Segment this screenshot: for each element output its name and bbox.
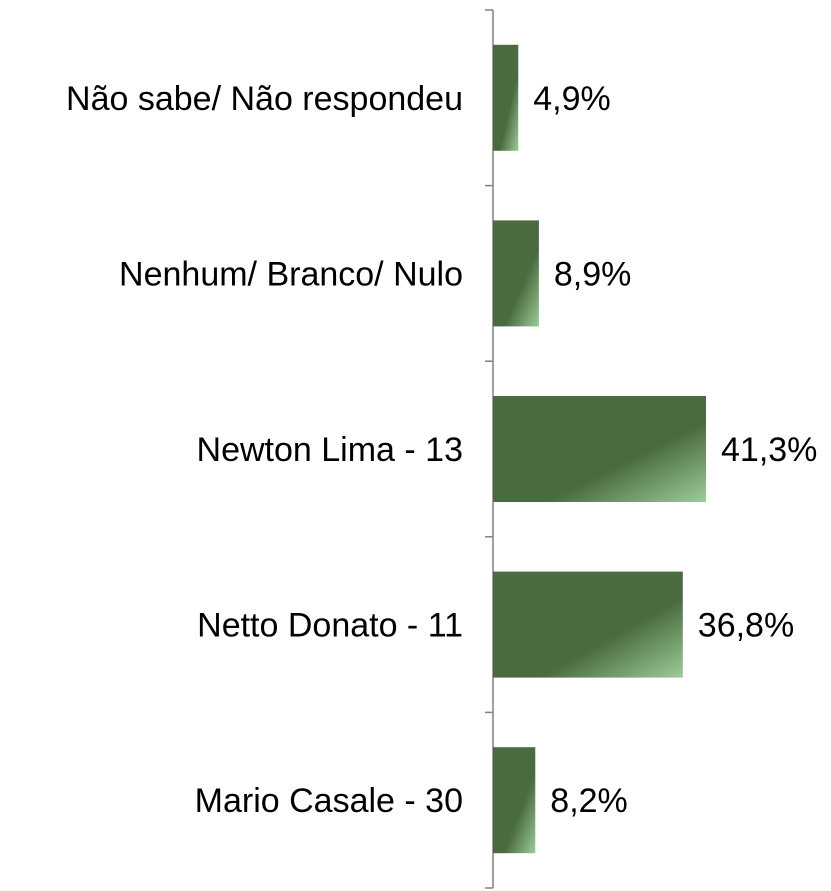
data-label: 8,9% — [554, 255, 632, 293]
data-label: 41,3% — [721, 431, 817, 469]
bar — [493, 220, 539, 327]
label-layer: Não sabe/ Não respondeu 4,9% Nenhum/ Branc… — [66, 80, 817, 820]
category-label: Nenhum/ Branco/ Nulo — [119, 255, 463, 293]
category-label: Netto Donato - 11 — [197, 607, 463, 645]
category-label: Não sabe/ Não respondeu — [66, 80, 463, 118]
category-label: Newton Lima - 13 — [197, 431, 463, 469]
bar — [493, 747, 536, 854]
bar — [493, 571, 683, 678]
category-label: Mario Casale - 30 — [195, 782, 463, 820]
bar — [493, 396, 706, 502]
axis-layer — [485, 9, 494, 889]
data-label: 8,2% — [550, 782, 628, 820]
bar-layer — [493, 44, 706, 854]
data-label: 36,8% — [698, 607, 794, 645]
bar — [493, 44, 519, 151]
data-label: 4,9% — [533, 80, 611, 118]
